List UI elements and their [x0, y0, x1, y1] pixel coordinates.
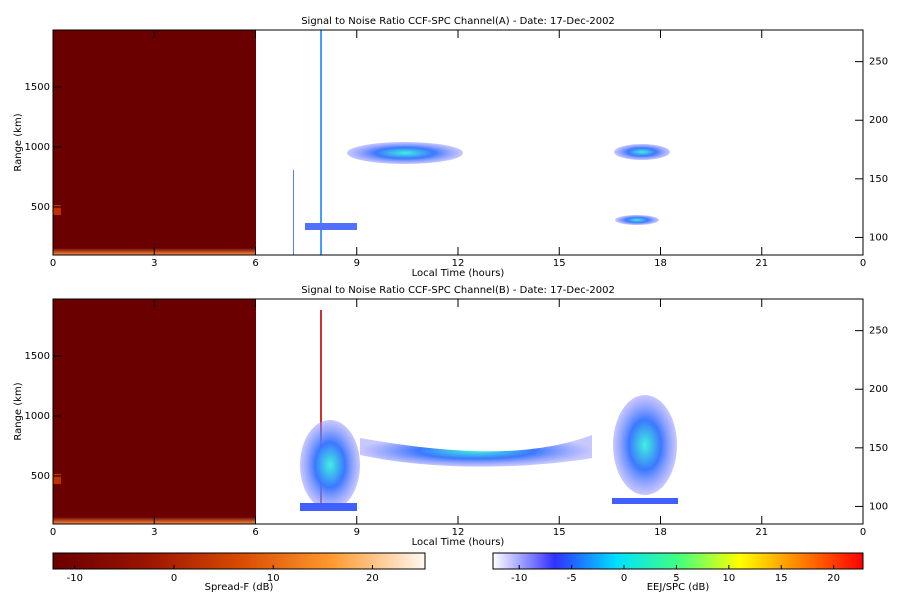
y-tick-label: 1500: [25, 82, 50, 93]
x-tick-label: 21: [755, 258, 768, 269]
x-tick-label: 3: [151, 527, 157, 538]
y2-tick-label: 250: [869, 57, 888, 68]
x-tick-label: 0: [860, 527, 866, 538]
x-tick-label: 6: [252, 527, 258, 538]
y-tick-label: 500: [31, 471, 50, 482]
x-tick-label: 12: [452, 258, 465, 269]
y2-tick-label: 250: [869, 326, 888, 337]
x-tick-label: 9: [354, 527, 360, 538]
colorbar-label: EEJ/SPC (dB): [647, 582, 710, 593]
x-tick-label: 15: [553, 258, 566, 269]
y2-tick-label: 200: [869, 384, 888, 395]
colorbar: [492, 552, 864, 570]
colorbar-tick-label: 0: [621, 573, 627, 584]
colorbar-tick-label: 5: [673, 573, 679, 584]
y-axis-label: Range (km): [13, 113, 24, 171]
x-tick-label: 6: [252, 258, 258, 269]
x-tick-label: 0: [860, 258, 866, 269]
y-tick-label: 1000: [25, 411, 50, 422]
colorbar-tick-label: -10: [67, 573, 83, 584]
x-tick-label: 0: [50, 258, 56, 269]
x-tick-label: 15: [553, 527, 566, 538]
y-tick-label: 1500: [25, 351, 50, 362]
y2-tick-label: 150: [869, 443, 888, 454]
colorbar-tick-label: 10: [267, 573, 280, 584]
x-tick-label: 0: [50, 527, 56, 538]
colorbar-tick-label: 20: [366, 573, 379, 584]
colorbar-tick-label: -5: [567, 573, 577, 584]
colorbar-label: Spread-F (dB): [205, 582, 274, 593]
x-tick-label: 18: [654, 258, 667, 269]
colorbar-tick-label: -10: [511, 573, 527, 584]
colorbar-tick-label: 10: [722, 573, 735, 584]
panel-a-image: [53, 30, 670, 255]
x-tick-label: 12: [452, 527, 465, 538]
plot-title: Signal to Noise Ratio CCF-SPC Channel(A)…: [301, 16, 615, 27]
y-tick-label: 1000: [25, 142, 50, 153]
colorbar-tick-label: 20: [827, 573, 840, 584]
x-axis-label: Local Time (hours): [412, 537, 505, 548]
x-tick-label: 9: [354, 258, 360, 269]
y2-tick-label: 100: [869, 232, 888, 243]
x-tick-label: 18: [654, 527, 667, 538]
plot-title: Signal to Noise Ratio CCF-SPC Channel(B)…: [301, 285, 615, 296]
y-axis-label: Range (km): [13, 382, 24, 440]
colorbar-tick-label: 15: [775, 573, 788, 584]
panel-b-image: [53, 299, 678, 524]
y2-tick-label: 200: [869, 115, 888, 126]
x-axis-label: Local Time (hours): [412, 268, 505, 279]
colorbar: [52, 552, 426, 570]
y-tick-label: 500: [31, 202, 50, 213]
x-tick-label: 3: [151, 258, 157, 269]
colorbar-tick-label: 0: [171, 573, 177, 584]
y2-tick-label: 150: [869, 174, 888, 185]
y2-tick-label: 100: [869, 501, 888, 512]
x-tick-label: 21: [755, 527, 768, 538]
